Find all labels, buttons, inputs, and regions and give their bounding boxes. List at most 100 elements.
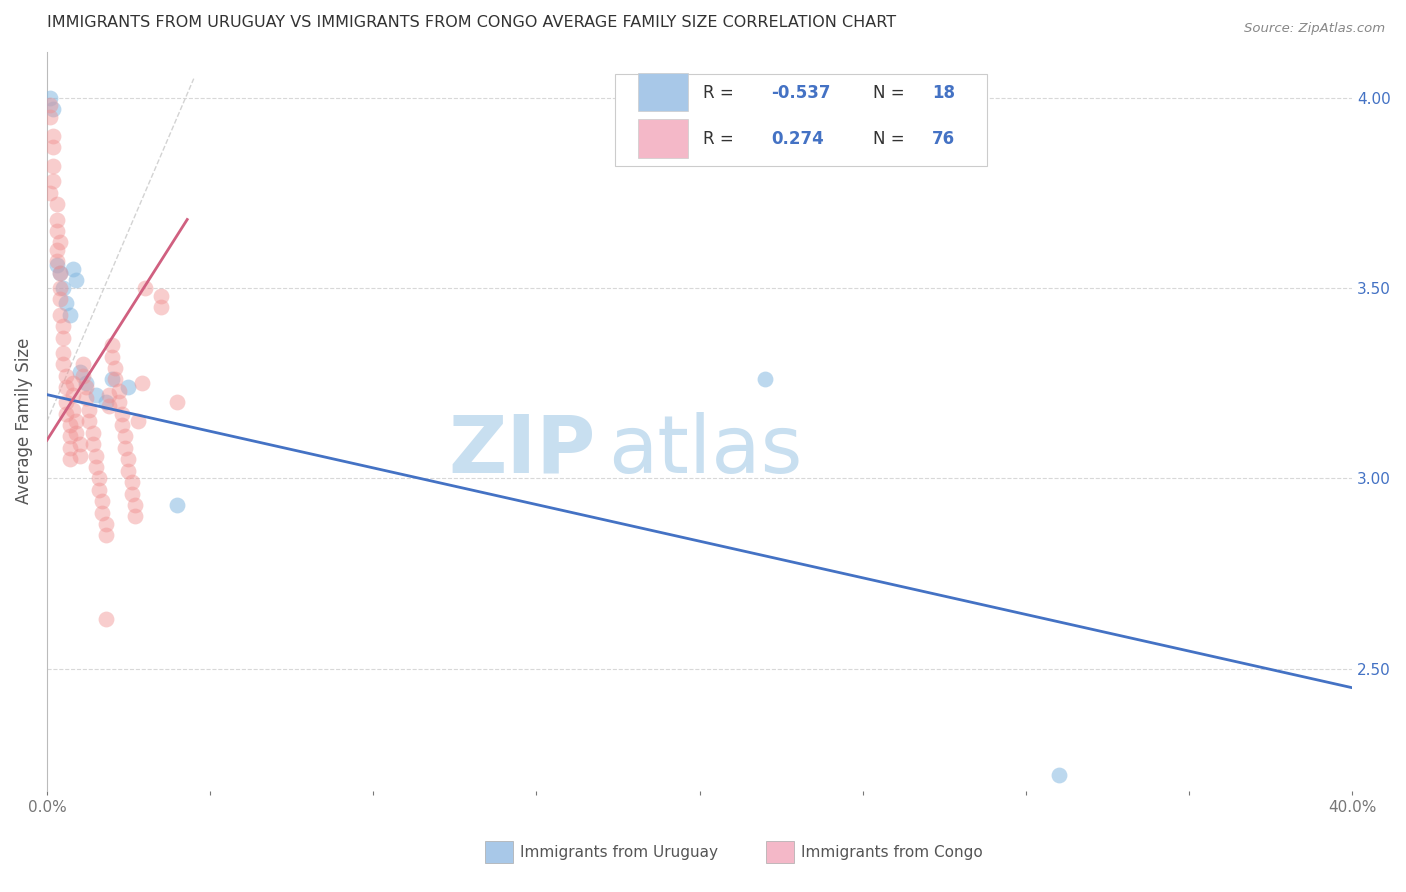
Point xyxy=(114,429,136,443)
Point xyxy=(69,437,91,451)
Point xyxy=(117,452,139,467)
Point xyxy=(55,380,77,394)
Point xyxy=(107,384,129,398)
Point xyxy=(65,414,87,428)
Point xyxy=(55,395,77,409)
Point xyxy=(49,308,72,322)
Point xyxy=(55,407,77,421)
Point xyxy=(39,186,62,200)
Text: Source: ZipAtlas.com: Source: ZipAtlas.com xyxy=(1244,22,1385,36)
Point xyxy=(150,300,173,314)
Text: 0.274: 0.274 xyxy=(772,130,824,148)
Point xyxy=(42,140,65,154)
Point xyxy=(104,361,127,376)
Point xyxy=(117,380,139,394)
Point xyxy=(82,437,104,451)
Point xyxy=(84,387,107,401)
Point xyxy=(87,471,110,485)
Point xyxy=(65,425,87,440)
Point xyxy=(101,372,124,386)
Point xyxy=(49,293,72,307)
Point xyxy=(101,350,124,364)
Point xyxy=(45,224,67,238)
Point xyxy=(124,509,146,524)
Point xyxy=(104,372,127,386)
Point xyxy=(72,357,94,371)
Point xyxy=(82,425,104,440)
Point xyxy=(45,254,67,268)
Point xyxy=(84,449,107,463)
Point xyxy=(39,91,62,105)
Point xyxy=(131,376,153,391)
Point xyxy=(91,506,114,520)
Text: 18: 18 xyxy=(932,84,955,102)
Point xyxy=(69,365,91,379)
Point xyxy=(97,387,120,401)
Point xyxy=(65,273,87,287)
Point xyxy=(121,486,143,500)
Point xyxy=(166,395,188,409)
Point xyxy=(39,98,62,112)
Point xyxy=(45,243,67,257)
Point xyxy=(87,483,110,497)
Point xyxy=(72,368,94,383)
Point xyxy=(62,262,84,277)
Point xyxy=(49,281,72,295)
Point xyxy=(94,528,117,542)
Point xyxy=(1047,768,1070,782)
Point xyxy=(111,407,134,421)
Point xyxy=(166,498,188,512)
Point xyxy=(117,464,139,478)
Point xyxy=(59,441,82,455)
Point xyxy=(114,441,136,455)
Point xyxy=(127,414,149,428)
Text: N =: N = xyxy=(873,84,910,102)
FancyBboxPatch shape xyxy=(638,72,688,112)
Text: ZIP: ZIP xyxy=(449,412,595,490)
Text: 76: 76 xyxy=(932,130,955,148)
Point xyxy=(62,402,84,417)
Y-axis label: Average Family Size: Average Family Size xyxy=(15,338,32,505)
Point xyxy=(69,449,91,463)
Point xyxy=(59,452,82,467)
FancyBboxPatch shape xyxy=(638,120,688,158)
Text: Immigrants from Congo: Immigrants from Congo xyxy=(801,846,983,860)
Point xyxy=(124,498,146,512)
Point xyxy=(94,395,117,409)
Point xyxy=(107,395,129,409)
Point xyxy=(94,612,117,626)
Point xyxy=(91,494,114,508)
Point xyxy=(97,399,120,413)
Point xyxy=(45,197,67,211)
Text: IMMIGRANTS FROM URUGUAY VS IMMIGRANTS FROM CONGO AVERAGE FAMILY SIZE CORRELATION: IMMIGRANTS FROM URUGUAY VS IMMIGRANTS FR… xyxy=(46,15,896,30)
Point xyxy=(150,288,173,302)
Point xyxy=(75,376,97,391)
Point xyxy=(52,357,75,371)
Text: R =: R = xyxy=(703,130,740,148)
Point xyxy=(49,266,72,280)
Point xyxy=(59,429,82,443)
Point xyxy=(45,258,67,272)
Point xyxy=(42,159,65,173)
Point xyxy=(121,475,143,490)
FancyBboxPatch shape xyxy=(614,74,987,167)
Point xyxy=(59,308,82,322)
Point xyxy=(55,296,77,310)
Point xyxy=(62,387,84,401)
Point xyxy=(101,338,124,352)
Text: Immigrants from Uruguay: Immigrants from Uruguay xyxy=(520,846,718,860)
Point xyxy=(75,380,97,394)
Text: atlas: atlas xyxy=(609,412,803,490)
Point xyxy=(754,372,776,386)
Point xyxy=(62,376,84,391)
Point xyxy=(42,174,65,188)
Point xyxy=(42,128,65,143)
Point xyxy=(52,281,75,295)
Point xyxy=(49,266,72,280)
Point xyxy=(52,345,75,359)
Point xyxy=(111,418,134,433)
Point xyxy=(39,110,62,124)
Point xyxy=(84,459,107,474)
Point xyxy=(75,392,97,406)
Point xyxy=(55,368,77,383)
